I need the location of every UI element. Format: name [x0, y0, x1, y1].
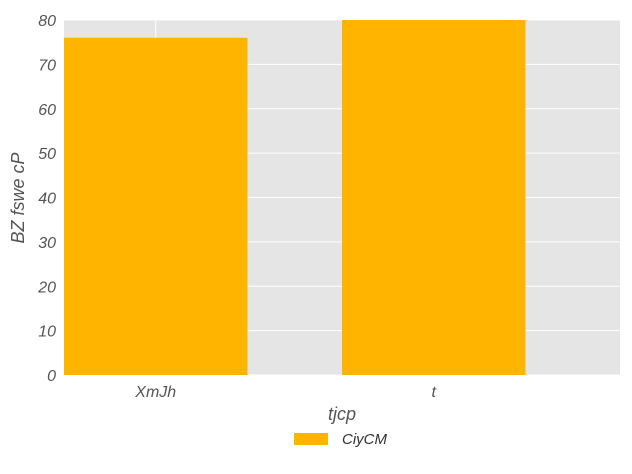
y-tick-labels: 0 10 20 30 40 50 60 70 80 [37, 13, 56, 385]
bar-t [342, 20, 526, 375]
y-tick-label: 10 [38, 324, 56, 341]
y-tick-label: 50 [38, 146, 56, 163]
legend: CiyCM [294, 431, 387, 448]
y-tick-label: 70 [38, 57, 56, 74]
x-axis-label: tjcp [328, 404, 356, 424]
legend-label: CiyCM [342, 431, 387, 448]
y-tick-label: 20 [37, 279, 56, 296]
bar-XmJh [64, 37, 248, 375]
x-tick-label: XmJh [134, 384, 176, 401]
y-tick-label: 60 [38, 102, 56, 119]
y-tick-label: 30 [38, 235, 56, 252]
y-axis-label: BZ fswe cP [8, 152, 28, 243]
x-tick-label: t [432, 384, 437, 401]
y-tick-label: 0 [47, 368, 56, 385]
y-tick-label: 80 [38, 13, 56, 30]
legend-swatch [294, 433, 328, 445]
y-tick-label: 40 [38, 191, 56, 208]
bars [64, 20, 526, 375]
x-tick-labels: XmJh t [134, 384, 436, 401]
